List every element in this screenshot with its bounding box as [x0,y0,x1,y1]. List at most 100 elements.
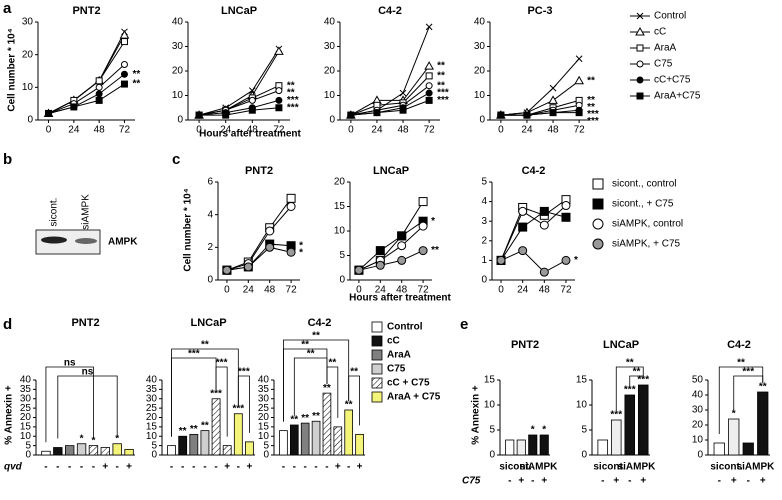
y-tick-label: 5 [581,425,587,436]
series-line [350,99,430,116]
y-axis-label: % Annexin + [471,385,482,445]
data-point [195,111,203,119]
x-tick-label: 24 [220,125,232,136]
x-tick-label: 72 [286,285,298,296]
series-line [350,75,430,116]
x-tick-label: 0 [498,285,504,296]
significance: ** [431,245,439,256]
row-label: + [731,476,737,487]
bar [311,420,321,456]
series-line [48,41,125,114]
data-point [354,265,364,275]
data-point [248,106,256,114]
series-line [226,206,292,271]
bar [505,439,515,456]
bar [124,448,134,456]
row-label: + [247,462,253,473]
y-tick-label: 15 [484,375,496,386]
data-point [561,201,571,211]
legend-marker [592,178,604,190]
significance-bracket [215,366,228,437]
group-label: siAMPK [520,462,559,473]
y-tick-label: 10 [146,431,158,442]
row-label: - [531,476,534,487]
significance: ** [587,75,595,86]
bar [167,445,176,456]
row-label: + [518,476,524,487]
row-label: - [304,462,307,473]
y-tick-label: 30 [324,41,336,52]
series-line [358,250,424,271]
row-label: - [601,476,604,487]
y-tick-label: 20 [692,420,704,431]
data-point [539,220,549,230]
y-tick-label: 6 [207,177,213,188]
y-tick-label: 30 [172,41,184,52]
y-tick-label: 5 [151,440,157,451]
significance: ns [64,358,76,369]
bar [222,445,232,456]
significance: ** [312,411,320,422]
significance: ** [633,367,641,378]
significance: *** [238,367,250,378]
row-label: - [282,462,285,473]
legend-label: AraA+C75 [654,91,701,102]
chart-title: LNCaP [221,5,257,17]
bar [624,394,636,456]
blot-protein: AMPK [108,237,138,248]
legend-label: AraA + C75 [387,392,441,403]
y-tick-label: 30 [146,393,158,404]
bar [742,442,754,456]
y-axis-label: % Annexin + [4,385,15,445]
legend-label: sicont., + C75 [612,199,674,210]
series-line [500,199,567,261]
bar [637,384,649,456]
row-label: + [613,476,619,487]
bar [289,424,299,456]
legend-marker [635,26,645,36]
bar [211,398,221,456]
data-point [222,111,230,119]
y-tick-label: 15 [146,422,158,433]
y-tick-label: 15 [20,422,32,433]
row-label: - [170,462,173,473]
significance: ** [201,420,209,431]
significance: * [80,433,84,444]
significance: *** [587,116,599,127]
row-label: - [314,462,317,473]
legend-label: siAMPK, control [612,219,683,230]
series-line [226,246,292,271]
y-tick-label: 0 [697,450,703,461]
series-line [350,26,430,116]
significance-bracket [718,366,764,434]
chart-title: LNCaP [603,339,639,351]
significance: *** [232,403,244,414]
significance: ** [323,383,331,394]
row-label: - [44,462,47,473]
y-tick-label: 30 [22,17,34,28]
panel-label: d [3,316,12,333]
row-label: + [335,462,341,473]
significance: ** [132,79,140,90]
y-tick-label: 20 [172,66,184,77]
row-label: - [628,476,631,487]
row-label: - [293,462,296,473]
y-tick-label: 5 [339,250,345,261]
bar [245,441,254,456]
group-label: sicont. [710,462,742,473]
y-tick-label: 35 [146,384,158,395]
data-point [518,206,528,216]
data-point [539,267,549,277]
significance: ns [82,367,94,378]
significance: ** [437,71,445,82]
legend-label: Control [387,322,423,333]
y-tick-label: 40 [20,375,32,386]
significance: ** [759,382,767,393]
data-point [120,60,128,68]
legend-label: cC [654,27,666,38]
data-point [95,90,103,98]
significance: * [115,433,119,444]
data-point [274,46,284,55]
y-tick-label: 4 [207,209,213,220]
